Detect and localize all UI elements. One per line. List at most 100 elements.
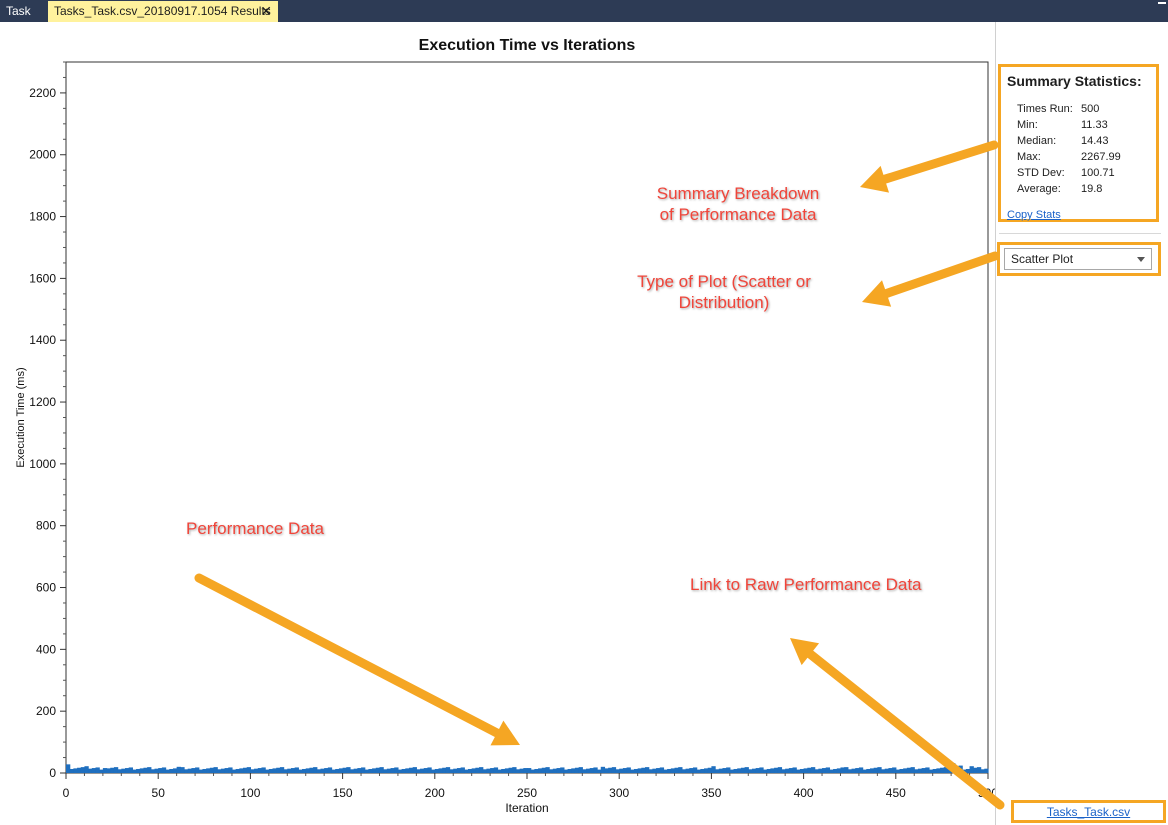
data-point — [147, 767, 152, 773]
data-point — [973, 767, 978, 773]
data-point — [667, 768, 672, 773]
data-point — [814, 769, 819, 773]
document-tab-bar: Task Tasks_Task.csv_20180917.1054 Result… — [0, 0, 1168, 22]
data-point — [379, 767, 384, 773]
data-point — [792, 767, 797, 773]
x-tick-label: 0 — [63, 786, 70, 800]
annotation-summary-line2: of Performance Data — [659, 205, 817, 224]
data-point — [556, 768, 561, 773]
data-point — [917, 768, 923, 773]
data-point — [346, 767, 351, 773]
data-point — [707, 767, 712, 773]
y-tick-label: 1200 — [29, 395, 56, 409]
data-point — [501, 768, 506, 773]
data-point — [254, 768, 259, 773]
data-point — [246, 767, 251, 773]
data-point — [198, 769, 204, 773]
data-point — [95, 767, 100, 773]
data-point — [434, 768, 440, 773]
close-icon[interactable]: ✕ — [260, 3, 272, 19]
stat-label: Average: — [1017, 183, 1061, 195]
copy-stats-link[interactable]: Copy Stats — [1007, 209, 1061, 221]
data-point — [257, 768, 263, 773]
data-point — [715, 769, 720, 773]
data-point — [357, 768, 362, 773]
data-point — [781, 769, 786, 773]
annotation-performance-data: Performance Data — [186, 519, 324, 538]
data-point — [305, 768, 311, 773]
y-tick-label: 1600 — [29, 271, 56, 285]
data-point — [519, 768, 524, 773]
stat-value: 11.33 — [1081, 119, 1108, 131]
data-point — [220, 768, 226, 773]
raw-data-csv-link[interactable]: Tasks_Task.csv — [1046, 805, 1131, 819]
data-point — [279, 767, 285, 773]
chevron-down-icon[interactable] — [1137, 257, 1145, 262]
data-point — [563, 769, 569, 773]
data-point — [349, 769, 355, 773]
data-point — [80, 767, 86, 773]
data-point — [69, 768, 74, 773]
data-point — [759, 767, 764, 773]
data-point — [619, 768, 624, 773]
data-point — [696, 769, 701, 773]
data-point — [589, 768, 594, 773]
data-point — [527, 768, 532, 773]
data-point — [615, 769, 620, 773]
data-point — [191, 768, 196, 773]
data-point — [383, 769, 388, 773]
data-point — [324, 768, 329, 773]
data-point — [740, 767, 746, 773]
plot-frame — [65, 61, 989, 774]
data-point — [302, 768, 307, 773]
data-point — [600, 766, 606, 773]
tab-task[interactable]: Task — [6, 4, 31, 18]
data-point — [763, 769, 768, 773]
y-tick-label: 600 — [36, 581, 56, 595]
data-point — [645, 767, 650, 773]
data-point — [113, 767, 119, 773]
stat-value: 14.43 — [1081, 135, 1109, 147]
data-point — [217, 769, 222, 773]
tab-results-label: Tasks_Task.csv_20180917.1054 Results — [54, 4, 271, 18]
tab-results[interactable]: Tasks_Task.csv_20180917.1054 Results ✕ — [48, 1, 278, 22]
stat-row-times-run: Times Run: 500 — [1017, 103, 1099, 115]
data-point — [453, 768, 458, 773]
data-point — [836, 768, 842, 773]
data-point — [810, 767, 816, 773]
chart-title: Execution Time vs Iterations — [419, 37, 636, 54]
data-point — [822, 768, 827, 773]
data-point — [630, 769, 635, 773]
data-point — [541, 767, 547, 773]
data-point — [486, 768, 491, 773]
data-point — [545, 767, 550, 773]
data-point — [353, 768, 358, 773]
data-point — [91, 768, 97, 773]
data-point — [294, 767, 299, 773]
data-point — [504, 768, 510, 773]
data-point — [276, 767, 281, 773]
data-point — [892, 767, 897, 773]
data-point — [125, 768, 130, 773]
data-point — [755, 768, 760, 773]
data-point — [235, 768, 240, 773]
x-tick-label: 250 — [517, 786, 537, 800]
data-point — [475, 767, 480, 773]
data-point — [774, 767, 779, 773]
data-point — [538, 768, 543, 773]
data-point — [213, 767, 218, 773]
data-point — [593, 767, 598, 773]
plot-type-dropdown[interactable]: Scatter Plot — [1004, 248, 1152, 270]
data-point — [622, 768, 628, 773]
data-point — [298, 769, 303, 773]
data-point — [829, 769, 834, 773]
data-point — [172, 768, 178, 773]
data-point — [66, 764, 71, 773]
window-control-icon[interactable] — [1158, 2, 1166, 12]
data-point — [685, 768, 690, 773]
data-point — [184, 769, 189, 773]
data-point — [954, 768, 960, 773]
data-point — [497, 769, 502, 773]
data-point — [320, 768, 325, 773]
data-point — [818, 768, 823, 773]
